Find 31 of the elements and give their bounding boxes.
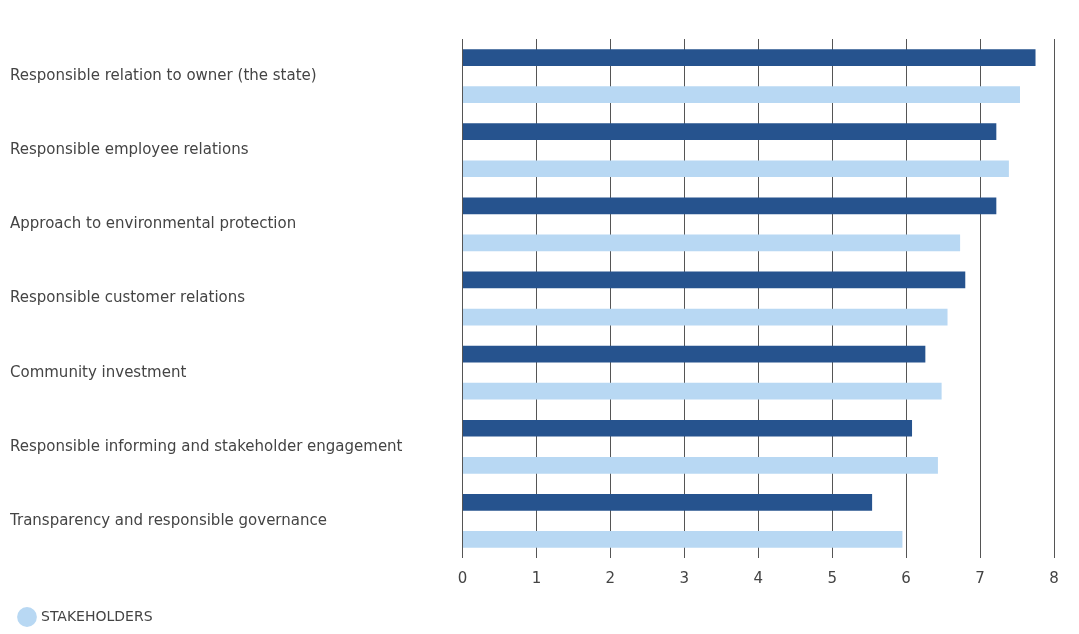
y-tick-label: Responsible relation to owner (the state): [10, 65, 317, 84]
x-tick-label: 2: [605, 568, 616, 587]
y-tick-label: Approach to environmental protection: [10, 214, 297, 233]
x-tick-label: 4: [753, 568, 764, 587]
bar: [463, 308, 948, 326]
x-tick-label: 6: [901, 568, 911, 587]
bar: [463, 345, 926, 363]
x-tick-label: 1: [531, 568, 542, 587]
bar: [463, 160, 1009, 178]
bar: [463, 494, 873, 511]
bar: [463, 197, 997, 215]
x-tick-label: 5: [827, 568, 837, 587]
x-tick-label: 8: [1049, 568, 1059, 587]
x-tick-label: 7: [975, 568, 985, 587]
bar: [463, 382, 942, 400]
y-tick-label: Transparency and responsible governance: [9, 510, 327, 529]
x-tick-label: 3: [679, 568, 690, 587]
legend-label: STAKEHOLDERS: [41, 607, 153, 624]
y-tick-label: Responsible customer relations: [10, 288, 246, 307]
y-tick-label: Responsible employee relations: [10, 140, 249, 159]
x-tick-label: 0: [457, 568, 468, 587]
bar: [463, 123, 997, 141]
bar: [463, 271, 966, 289]
bar: [463, 86, 1020, 103]
y-tick-label: Community investment: [10, 362, 187, 381]
bar: [463, 531, 903, 548]
bar: [463, 49, 1036, 66]
y-tick-label: Responsible informing and stakeholder engagement: [10, 436, 403, 455]
bar: [463, 456, 938, 474]
bar: [463, 234, 961, 252]
bar: [463, 419, 913, 437]
